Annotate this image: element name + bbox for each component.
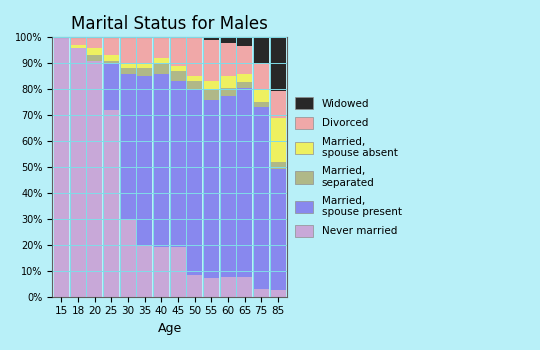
Bar: [204, 89, 219, 100]
Bar: [137, 245, 152, 297]
Bar: [104, 61, 119, 63]
Bar: [254, 102, 269, 107]
Bar: [120, 37, 136, 63]
Bar: [254, 107, 269, 289]
Bar: [53, 37, 69, 297]
Bar: [120, 74, 136, 219]
Bar: [187, 82, 202, 90]
Bar: [154, 63, 169, 74]
Bar: [137, 76, 152, 245]
Bar: [254, 37, 269, 63]
Bar: [204, 100, 219, 278]
Bar: [120, 219, 136, 297]
Bar: [170, 37, 186, 66]
Bar: [254, 289, 269, 297]
Bar: [104, 56, 119, 61]
Bar: [170, 82, 186, 247]
Bar: [270, 162, 286, 169]
Bar: [137, 69, 152, 76]
Bar: [154, 58, 169, 63]
Bar: [187, 76, 202, 82]
Bar: [70, 48, 86, 297]
Bar: [137, 63, 152, 69]
Bar: [87, 61, 103, 297]
Bar: [170, 66, 186, 71]
Bar: [120, 63, 136, 69]
Bar: [120, 69, 136, 74]
Bar: [254, 63, 269, 89]
Bar: [204, 40, 219, 81]
Bar: [70, 45, 86, 48]
Bar: [270, 91, 286, 118]
Bar: [104, 63, 119, 110]
Bar: [270, 290, 286, 297]
Title: Marital Status for Males: Marital Status for Males: [71, 15, 268, 33]
Bar: [170, 71, 186, 82]
Bar: [137, 37, 152, 63]
Bar: [187, 37, 202, 76]
Bar: [237, 88, 252, 277]
Bar: [87, 56, 103, 61]
Bar: [220, 37, 235, 43]
Bar: [220, 277, 235, 297]
Bar: [187, 275, 202, 297]
Bar: [220, 88, 235, 96]
Bar: [254, 89, 269, 102]
Bar: [70, 37, 86, 45]
Bar: [104, 110, 119, 297]
Bar: [154, 247, 169, 297]
Bar: [237, 46, 252, 74]
Bar: [204, 37, 219, 40]
Bar: [237, 37, 252, 46]
Bar: [154, 74, 169, 247]
X-axis label: Age: Age: [158, 322, 182, 335]
Bar: [237, 277, 252, 297]
Legend: Widowed, Divorced, Married,
spouse absent, Married,
separated, Married,
spouse p: Widowed, Divorced, Married, spouse absen…: [295, 97, 402, 237]
Bar: [220, 43, 235, 76]
Bar: [154, 37, 169, 58]
Bar: [87, 48, 103, 56]
Bar: [204, 278, 219, 297]
Bar: [187, 90, 202, 275]
Bar: [270, 118, 286, 162]
Bar: [237, 74, 252, 83]
Bar: [204, 81, 219, 89]
Bar: [170, 247, 186, 297]
Bar: [270, 37, 286, 91]
Bar: [237, 83, 252, 88]
Bar: [104, 37, 119, 56]
Bar: [270, 169, 286, 290]
Bar: [220, 96, 235, 277]
Bar: [220, 76, 235, 88]
Bar: [87, 37, 103, 48]
